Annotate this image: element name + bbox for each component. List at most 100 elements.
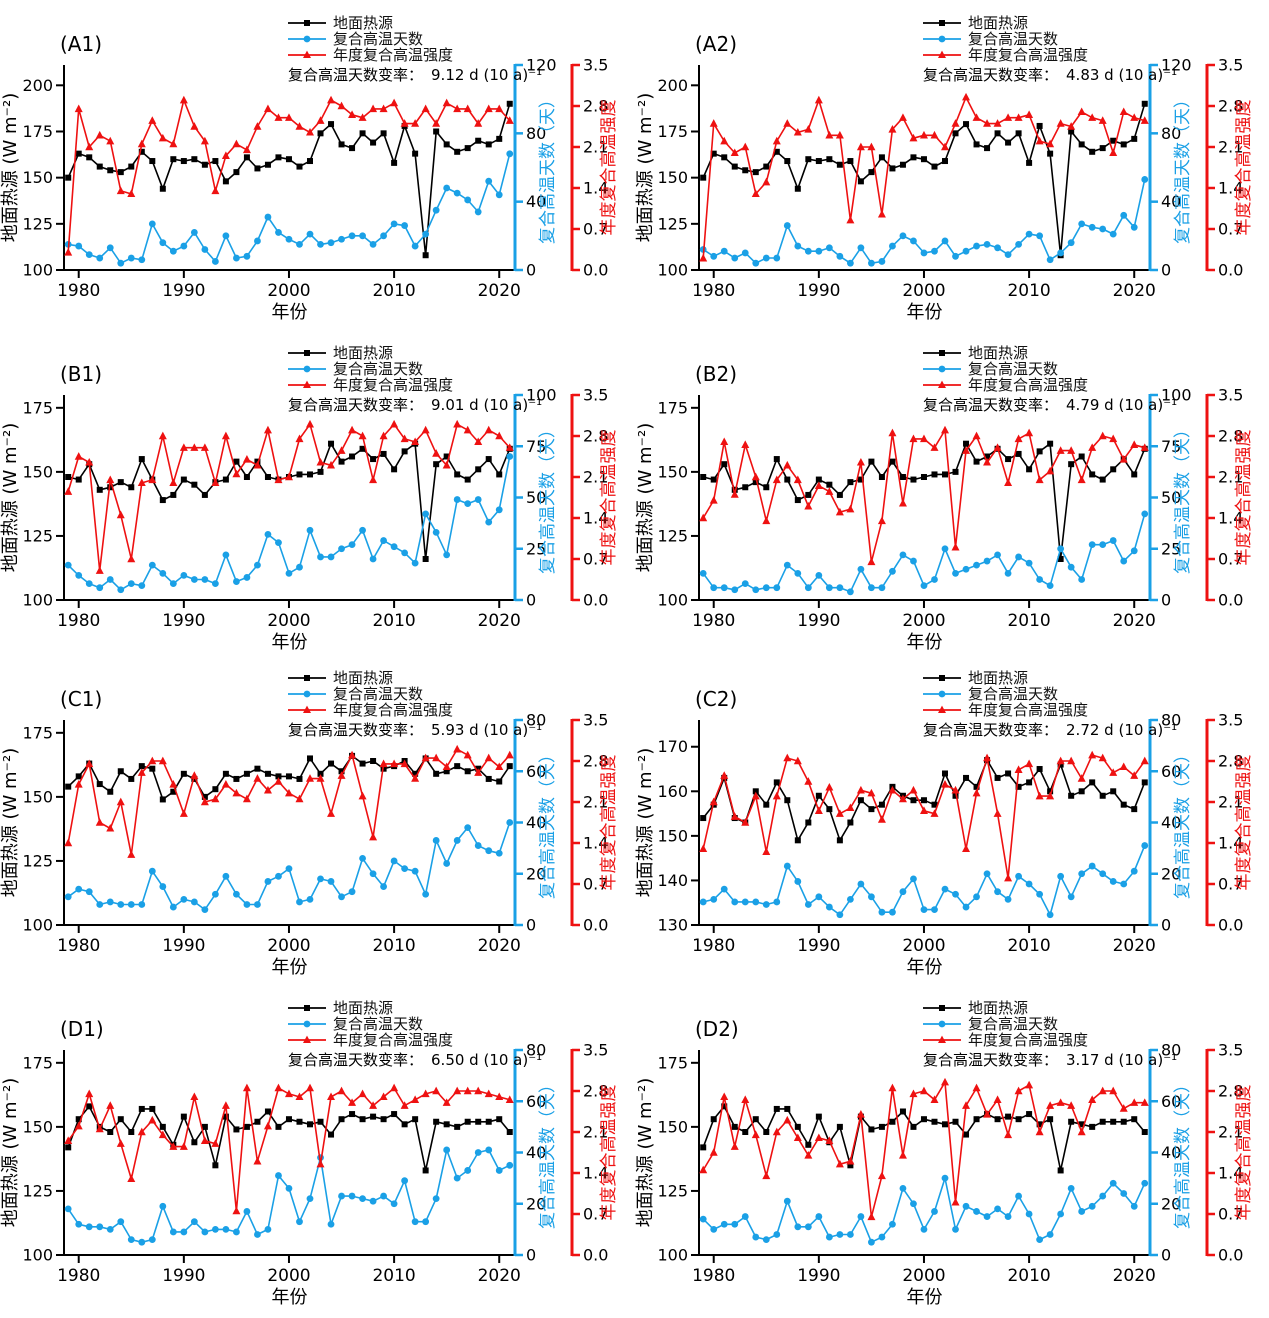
intensity-tick-label: 2.1	[1218, 793, 1243, 812]
intensity-line	[702, 429, 1145, 563]
intensity-tick-label: 3.5	[1218, 711, 1243, 730]
intensity-markers	[64, 1083, 514, 1215]
intensity-legend-sample	[923, 380, 961, 388]
intensity-series	[699, 92, 1149, 262]
x-tick-label: 2000	[267, 936, 310, 956]
days-series	[64, 1146, 514, 1246]
days-markers	[699, 842, 1149, 919]
x-tick-label: 1990	[162, 936, 205, 956]
panel-label: (B2)	[695, 362, 738, 386]
heat-legend-sample	[288, 675, 326, 681]
left-tick-label: 175	[22, 398, 53, 417]
intensity-markers	[699, 1077, 1149, 1221]
days-markers	[64, 150, 514, 267]
days-legend-label: 复合高温天数	[968, 30, 1059, 48]
days-series	[699, 1174, 1149, 1246]
x-tick-label: 2000	[267, 1266, 310, 1286]
days-tick-label: 40	[1161, 813, 1181, 832]
left-tick-label: 175	[657, 1053, 688, 1072]
intensity-tick-label: 0.7	[1218, 220, 1243, 239]
intensity-legend-label: 年度复合高温强度	[968, 46, 1089, 64]
intensity-tick-label: 1.4	[1218, 1164, 1243, 1183]
intensity-tick-label: 2.8	[1218, 752, 1243, 771]
heat-line	[67, 1105, 511, 1172]
heat-markers	[700, 440, 1148, 562]
days-tick-label: 0	[526, 261, 536, 280]
chart-d2: 100 125 150 175 1980 1990 2000 2010 2020 0 20 40 60 8…	[635, 1041, 1254, 1309]
intensity-legend-sample	[923, 50, 961, 58]
rate-annotation: 复合高温天数变率： 3.17 d (10 a)⁻¹	[923, 1049, 1177, 1070]
left-axis: 100 125 150 175	[22, 395, 65, 610]
rate-label: 复合高温天数变率：	[288, 721, 424, 739]
intensity-tick-label: 2.1	[583, 1123, 608, 1142]
left-tick-label: 125	[22, 851, 53, 870]
intensity-markers	[64, 744, 514, 858]
legend-item-days: 复合高温天数	[288, 361, 453, 377]
heat-legend-label: 地面热源	[333, 999, 394, 1017]
left-tick-label: 125	[657, 526, 688, 545]
intensity-tick-label: 3.5	[583, 386, 608, 405]
left-tick-label: 125	[657, 1181, 688, 1200]
left-tick-label: 150	[22, 1117, 53, 1136]
heat-legend-sample	[288, 1005, 326, 1011]
days-tick-label: 80	[1161, 124, 1181, 143]
x-tick-label: 2000	[902, 611, 945, 631]
x-axis-label: 年份	[272, 957, 308, 978]
x-tick-label: 2000	[267, 281, 310, 301]
left-axis: 100 125 150 175 200	[22, 65, 65, 280]
intensity-legend-label: 年度复合高温强度	[968, 376, 1089, 394]
heat-series	[700, 1103, 1148, 1174]
x-axis-label: 年份	[272, 302, 308, 323]
panel-label: (A2)	[695, 32, 738, 56]
intensity-tick-label: 1.4	[583, 179, 608, 198]
left-tick-label: 125	[22, 214, 53, 233]
left-tick-label: 100	[657, 261, 688, 280]
rate-annotation: 复合高温天数变率： 2.72 d (10 a)⁻¹	[923, 719, 1177, 740]
intensity-tick-label: 3.5	[1218, 56, 1243, 75]
intensity-tick-label: 2.8	[583, 1082, 608, 1101]
rate-label: 复合高温天数变率：	[288, 66, 424, 84]
intensity-axis: 0.0 0.7 1.4 2.1 2.8 3.5	[1205, 386, 1243, 610]
days-tick-label: 75	[1161, 437, 1181, 456]
days-tick-label: 40	[526, 813, 546, 832]
left-tick-label: 175	[657, 398, 688, 417]
days-series	[64, 819, 514, 914]
days-markers	[64, 819, 514, 914]
days-series	[699, 842, 1149, 919]
x-tick-label: 1990	[162, 611, 205, 631]
intensity-tick-label: 1.4	[1218, 834, 1243, 853]
legend-item-intensity: 年度复合高温强度	[288, 47, 453, 63]
legend-item-days: 复合高温天数	[288, 1016, 453, 1032]
days-tick-label: 120	[526, 56, 557, 75]
left-axis-label: 地面热源 (W m⁻²)	[0, 748, 21, 898]
intensity-series	[64, 744, 514, 858]
left-tick-label: 175	[22, 723, 53, 742]
x-tick-label: 1980	[57, 281, 100, 301]
left-tick-label: 150	[657, 1117, 688, 1136]
left-tick-label: 175	[22, 122, 53, 141]
x-tick-label: 2020	[478, 1266, 521, 1286]
days-tick-label: 100	[526, 386, 557, 405]
rate-annotation: 复合高温天数变率： 4.79 d (10 a)⁻¹	[923, 394, 1177, 415]
rate-annotation: 复合高温天数变率： 9.12 d (10 a)⁻¹	[288, 64, 542, 85]
x-axis: 1980 1990 2000 2010 2020	[692, 1254, 1156, 1286]
left-tick-label: 100	[22, 1246, 53, 1265]
intensity-tick-label: 0.7	[583, 1205, 608, 1224]
intensity-legend-sample	[288, 50, 326, 58]
intensity-series	[64, 95, 514, 256]
days-axis-label: 复合高温天数（天）	[538, 746, 558, 899]
x-axis: 1980 1990 2000 2010 2020	[57, 1254, 521, 1286]
intensity-series	[64, 419, 514, 574]
rate-value: 3.17 d (10 a)⁻¹	[1066, 1051, 1178, 1069]
days-legend-sample	[923, 35, 961, 43]
days-tick-label: 80	[1161, 1041, 1181, 1060]
intensity-tick-label: 0.0	[583, 1246, 608, 1265]
panel-b2: 100 125 150 175 1980 1990 2000 2010 2020 0 25 50 75 1…	[635, 330, 1269, 655]
intensity-line	[702, 96, 1145, 259]
days-axis: 0 20 40 60 80	[513, 711, 546, 935]
left-axis-label: 地面热源 (W m⁻²)	[635, 423, 656, 573]
panel-label: (A1)	[60, 32, 103, 56]
intensity-line	[702, 754, 1146, 879]
legend-item-heat: 地面热源	[923, 15, 1088, 31]
legend: 地面热源 复合高温天数 年度复合高温强度	[923, 670, 1088, 718]
